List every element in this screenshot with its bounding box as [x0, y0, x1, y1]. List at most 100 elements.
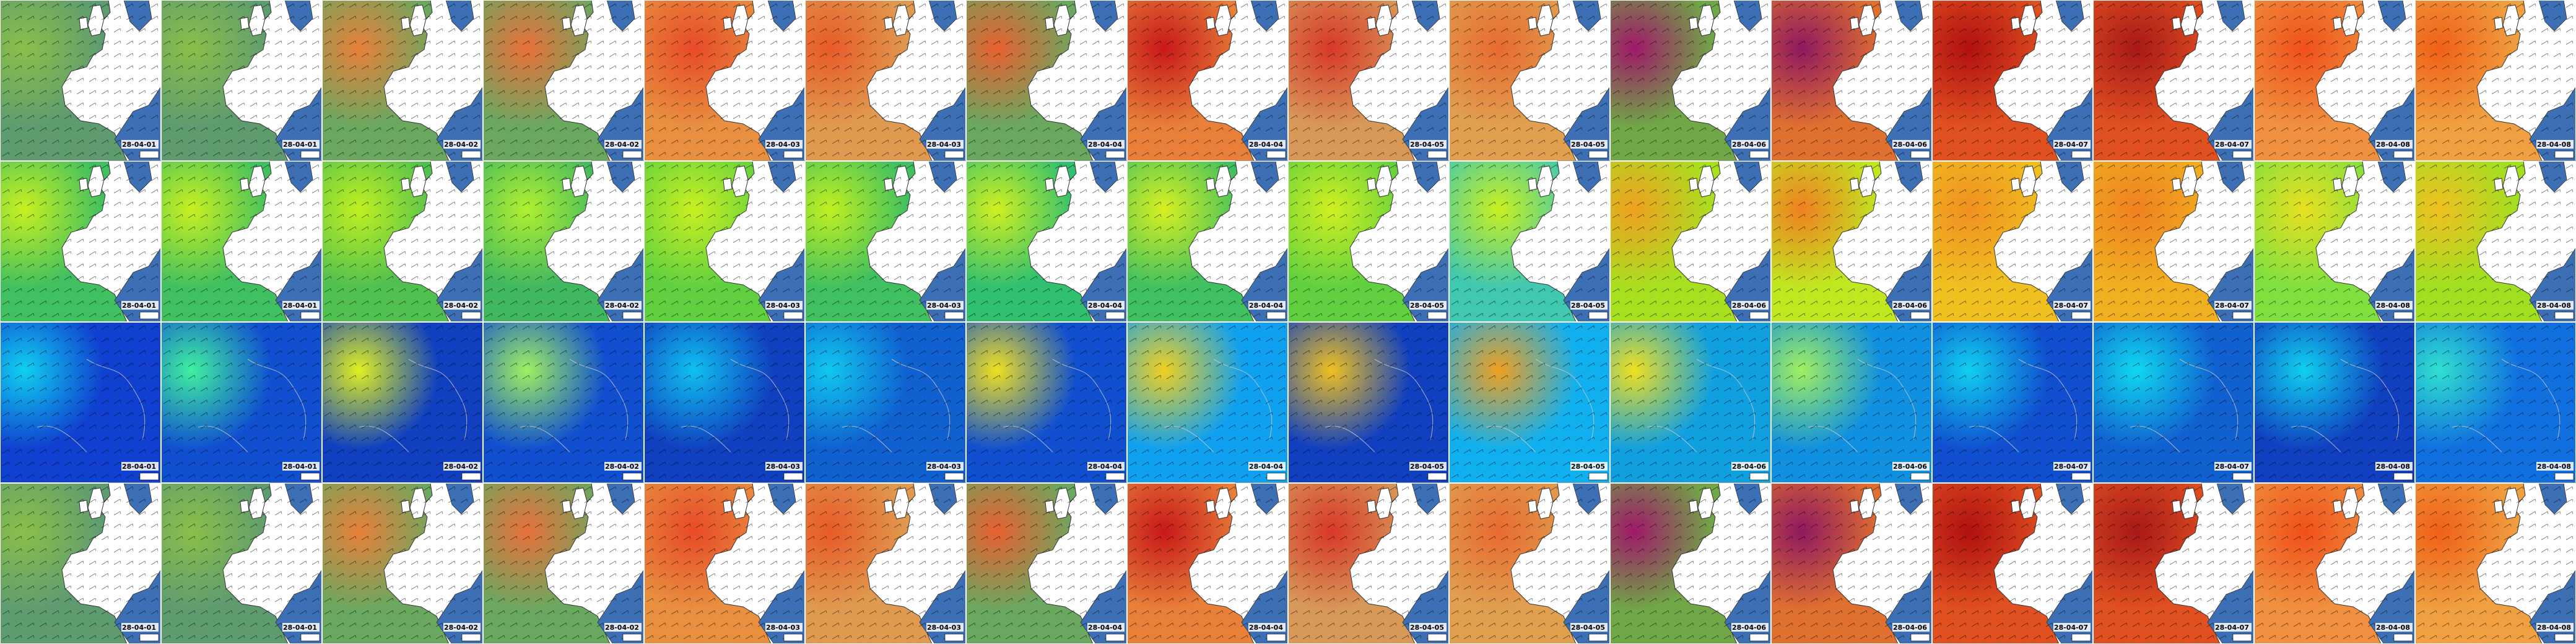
- date-box: [443, 140, 481, 149]
- time-box: [944, 633, 964, 642]
- time-box: [1749, 150, 1769, 159]
- time-box: [1910, 311, 1930, 320]
- wind-barbs: [1288, 483, 1449, 644]
- tile-date: 28-04-05: [1571, 141, 1605, 149]
- date-box: [1087, 623, 1125, 632]
- time-box: [1588, 472, 1608, 481]
- time-box: [1588, 633, 1608, 642]
- map-tile: 28-04-08: [2415, 322, 2576, 483]
- map-tile: 28-04-06: [1610, 482, 1772, 644]
- tile-border: [1932, 161, 2093, 322]
- wind-barbs: [1449, 483, 1610, 644]
- tile-border: [483, 322, 644, 483]
- tile-date: 28-04-08: [2376, 463, 2410, 471]
- tile-border: [805, 161, 966, 322]
- time-box: [2071, 472, 2091, 481]
- date-box: [2214, 462, 2252, 471]
- date-box: [765, 623, 803, 632]
- time-box: [622, 311, 642, 320]
- tile-date: 28-04-08: [2376, 624, 2410, 632]
- date-box: [1731, 301, 1769, 310]
- wind-barbs: [1771, 161, 1932, 322]
- tile-border: [2093, 322, 2254, 483]
- tile-date: 28-04-08: [2376, 302, 2410, 310]
- wind-barbs: [1771, 322, 1932, 483]
- tile-border: [322, 322, 483, 483]
- tile-date: 28-04-03: [766, 463, 800, 471]
- date-box: [1248, 623, 1286, 632]
- wind-barbs: [1771, 483, 1932, 644]
- tile-date: 28-04-07: [2054, 141, 2088, 149]
- tile-date: 28-04-02: [444, 463, 478, 471]
- map-tile: 28-04-04: [966, 0, 1128, 162]
- tile-border: [1449, 322, 1610, 483]
- date-box: [282, 623, 320, 632]
- wind-barbs: [966, 0, 1127, 161]
- time-box: [139, 472, 159, 481]
- map-tile: 28-04-03: [805, 0, 967, 162]
- wind-barbs: [161, 0, 322, 161]
- map-tile: 28-04-04: [1127, 482, 1289, 644]
- tile-date: 28-04-02: [605, 624, 639, 632]
- date-box: [1248, 301, 1286, 310]
- tile-date: 28-04-04: [1249, 302, 1283, 310]
- date-box: [1570, 623, 1608, 632]
- map-tile: 28-04-06: [1610, 0, 1772, 162]
- tile-border: [1288, 322, 1449, 483]
- map-tile: 28-04-05: [1449, 322, 1610, 483]
- wind-barbs: [322, 161, 483, 322]
- date-box: [765, 140, 803, 149]
- map-tile: 28-04-01: [0, 482, 162, 644]
- time-box: [2393, 472, 2413, 481]
- date-box: [1087, 301, 1125, 310]
- time-box: [2554, 472, 2574, 481]
- date-box: [2053, 140, 2091, 149]
- tile-date: 28-04-06: [1732, 463, 1766, 471]
- wind-barbs: [1127, 0, 1288, 161]
- tile-date: 28-04-05: [1571, 302, 1605, 310]
- tile-date: 28-04-08: [2537, 141, 2571, 149]
- date-box: [1892, 301, 1930, 310]
- time-box: [2393, 311, 2413, 320]
- tile-date: 28-04-02: [444, 624, 478, 632]
- date-box: [1248, 140, 1286, 149]
- wind-barbs: [483, 483, 644, 644]
- wind-barbs: [322, 483, 483, 644]
- time-box: [622, 150, 642, 159]
- time-box: [944, 311, 964, 320]
- wind-barbs: [805, 161, 966, 322]
- time-box: [2071, 150, 2091, 159]
- tile-border: [644, 322, 805, 483]
- tile-date: 28-04-08: [2537, 302, 2571, 310]
- tile-border: [161, 322, 322, 483]
- tile-border: [805, 0, 966, 161]
- date-box: [926, 462, 964, 471]
- date-box: [1087, 140, 1125, 149]
- time-box: [139, 311, 159, 320]
- date-box: [1892, 462, 1930, 471]
- date-box: [604, 623, 642, 632]
- map-tile: 28-04-02: [483, 160, 645, 323]
- wind-barbs: [1127, 483, 1288, 644]
- tile-date: 28-04-03: [927, 302, 961, 310]
- wind-barbs: [2093, 0, 2254, 161]
- date-box: [1731, 462, 1769, 471]
- date-box: [282, 462, 320, 471]
- wind-barbs: [805, 322, 966, 483]
- tile-date: 28-04-02: [605, 463, 639, 471]
- time-box: [2554, 150, 2574, 159]
- map-tile: 28-04-06: [1610, 160, 1772, 323]
- tile-border: [483, 161, 644, 322]
- map-tile: 28-04-02: [322, 482, 484, 644]
- time-box: [1910, 633, 1930, 642]
- date-box: [1409, 301, 1447, 310]
- map-tile: 28-04-01: [161, 160, 323, 323]
- wind-barbs: [644, 483, 805, 644]
- date-box: [443, 301, 481, 310]
- time-box: [2232, 311, 2252, 320]
- tile-date: 28-04-06: [1732, 141, 1766, 149]
- map-tile: 28-04-01: [0, 322, 161, 483]
- map-tile: 28-04-06: [1771, 322, 1932, 483]
